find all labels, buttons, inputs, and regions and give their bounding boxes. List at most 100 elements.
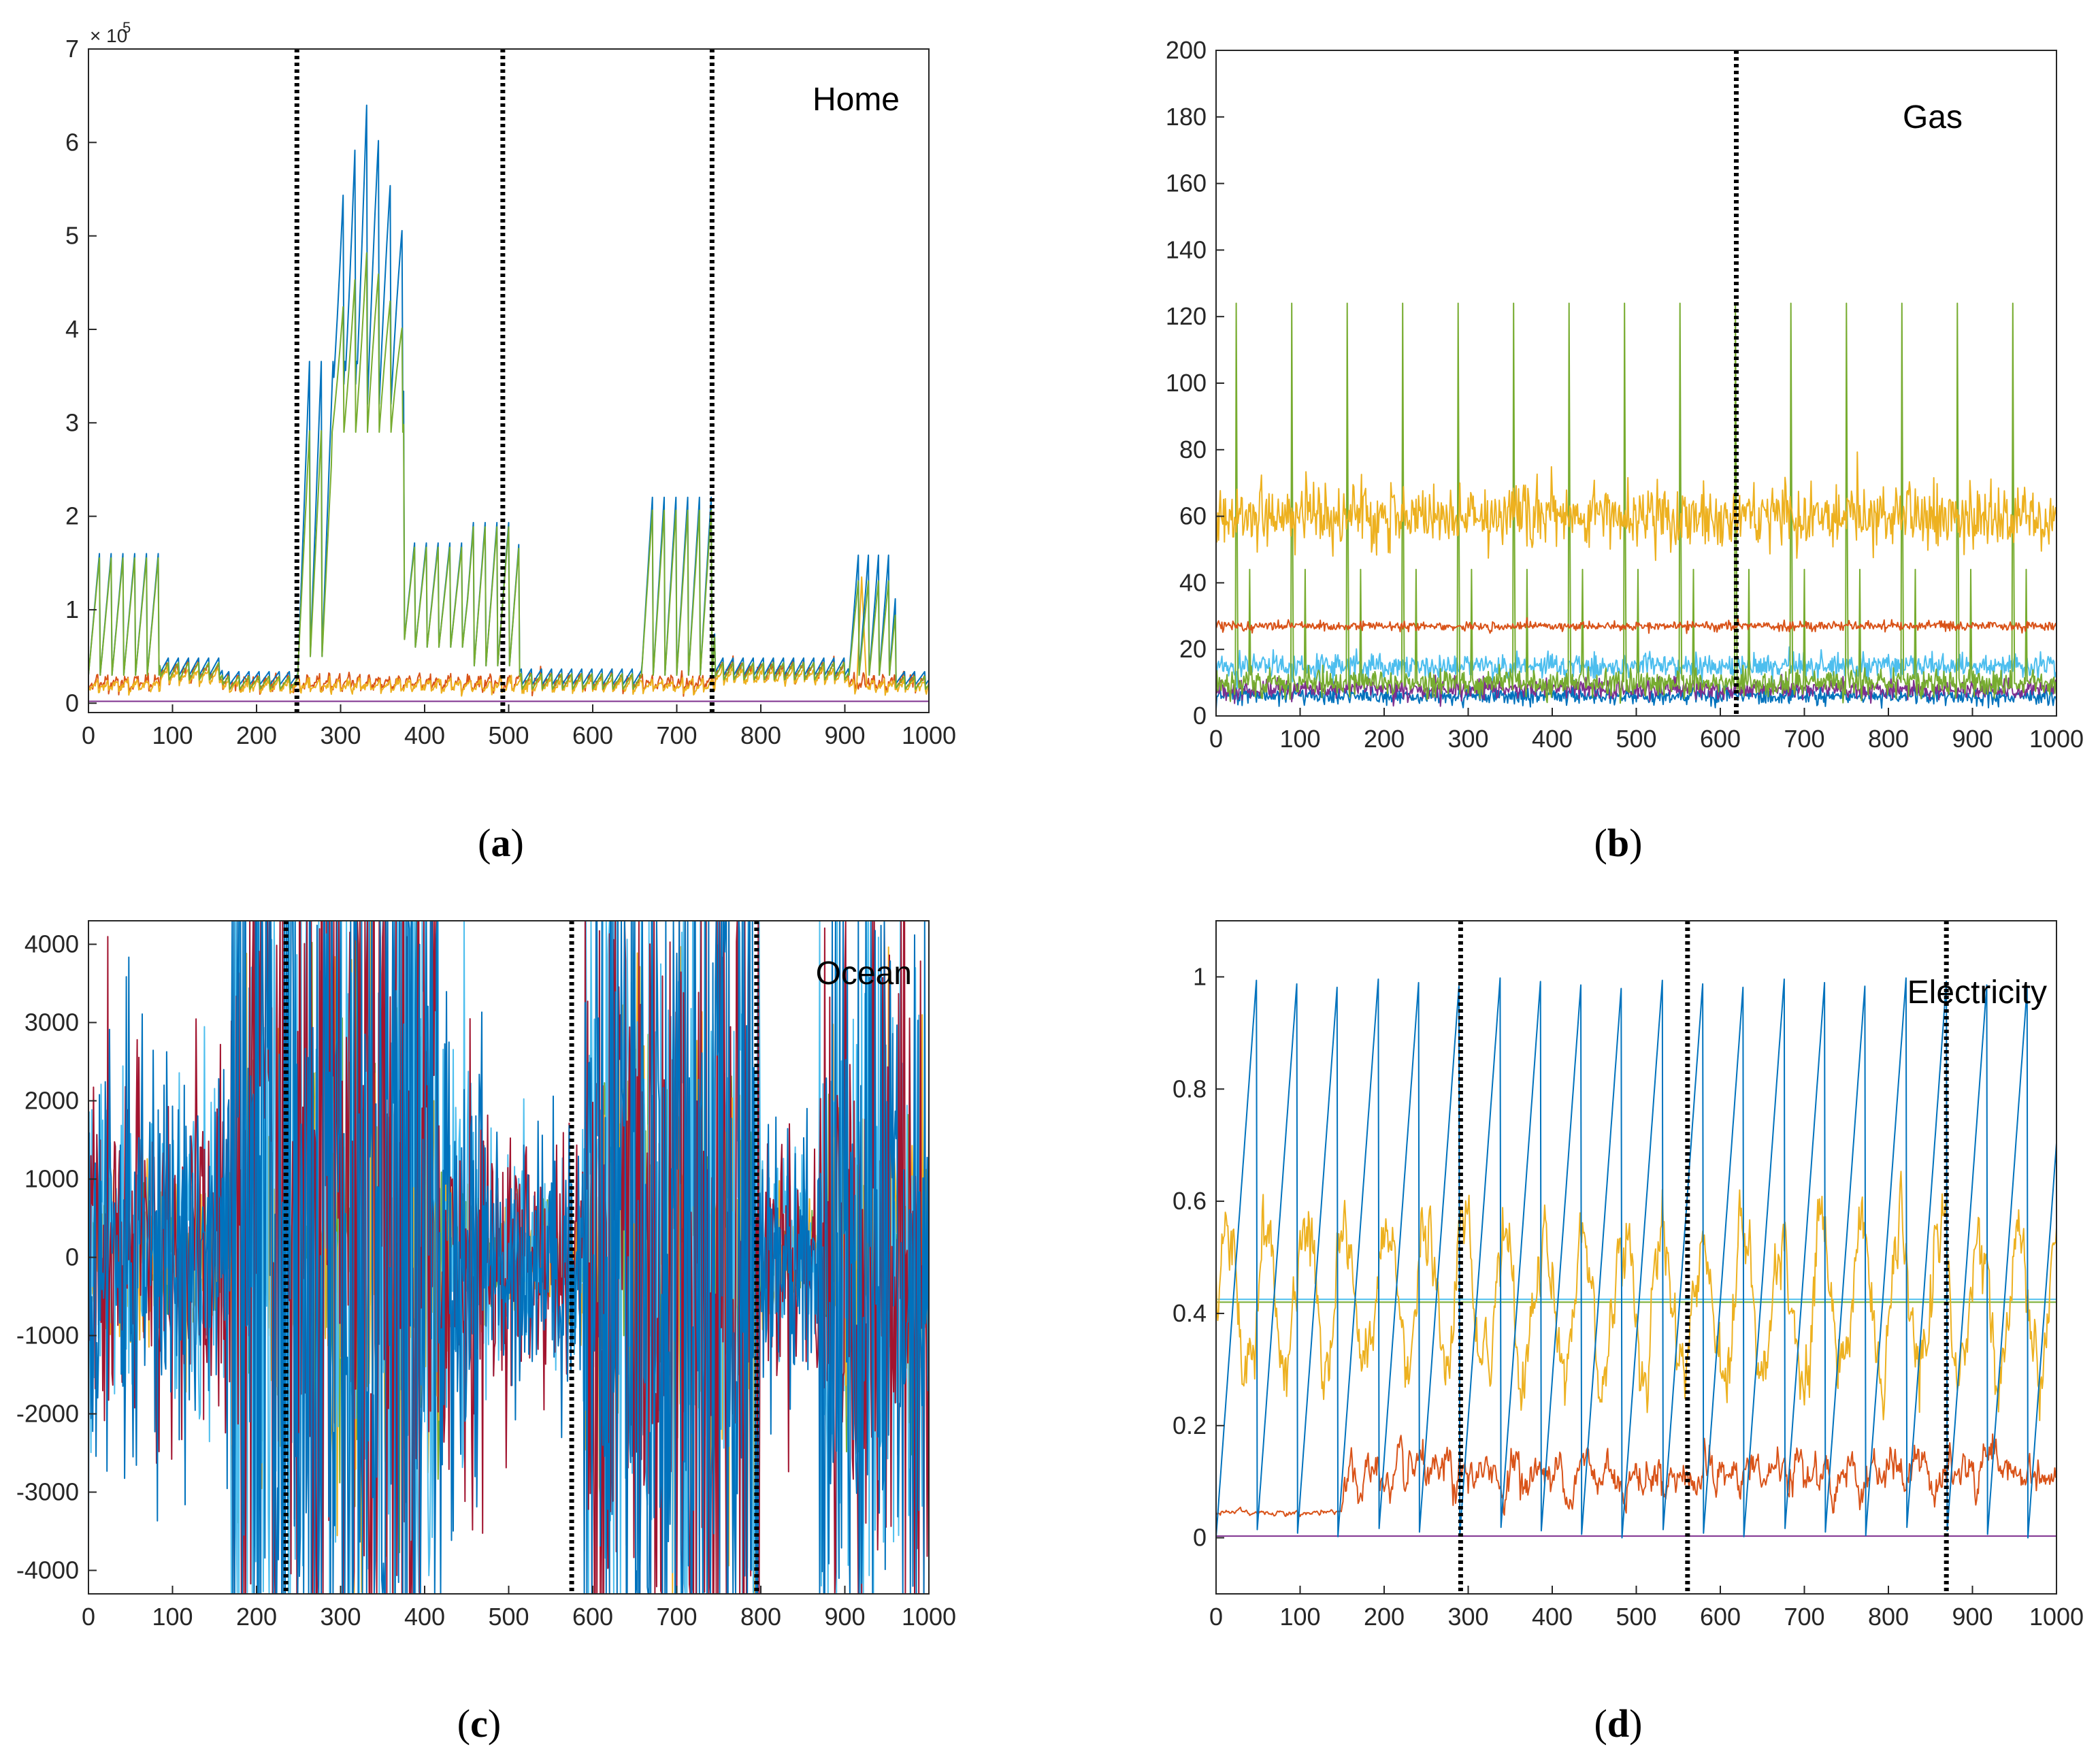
x-tick-label: 1000 <box>2029 725 2084 753</box>
y-tick-label: 0.2 <box>1173 1411 1207 1439</box>
y-tick-label: 0 <box>65 689 79 717</box>
x-tick-label: 0 <box>1209 725 1223 753</box>
panel-d-boundaries <box>1458 921 1949 1594</box>
panel-d-axes-box <box>1215 920 2057 1595</box>
panel-b-y-ticks: 0 20 40 60 80 100 120 140 160 180 200 <box>1166 36 1224 730</box>
x-tick-label: 300 <box>320 721 361 749</box>
x-tick-label: 500 <box>1616 1603 1656 1631</box>
y-tick-label: 200 <box>1166 36 1207 64</box>
x-tick-label: 600 <box>1700 1603 1741 1631</box>
panel-a-y-ticks: 0 1 2 3 4 5 6 7 <box>65 35 97 717</box>
x-tick-label: 900 <box>1952 725 1993 753</box>
y-tick-label: 160 <box>1166 169 1207 197</box>
panel-c-series <box>88 920 930 1595</box>
series-line-series-2 <box>88 252 930 690</box>
x-tick-label: 400 <box>1532 725 1573 753</box>
y-tick-label: -3000 <box>16 1478 79 1506</box>
y-tick-label: 0 <box>1193 702 1207 730</box>
panel-a-x-ticks: 0 100 200 300 400 500 600 700 800 900 1000 <box>82 704 956 749</box>
x-tick-label: 500 <box>488 1603 529 1631</box>
x-tick-label: 700 <box>656 1603 697 1631</box>
x-tick-label: 1000 <box>902 1603 956 1631</box>
svg-text:(c): (c) <box>457 1701 501 1746</box>
y-tick-label: 0.4 <box>1173 1299 1207 1327</box>
panel-d-x-ticks: 0 100 200 300 400 500 600 700 800 900 1000 <box>1209 1586 2084 1631</box>
series-line-series-3 <box>1215 617 2057 634</box>
series-line-series-1 <box>88 104 930 685</box>
panel-c-x-ticks: 0 100 200 300 400 500 600 700 800 900 1000 <box>82 1586 956 1631</box>
x-tick-label: 400 <box>404 721 445 749</box>
y-tick-label: -2000 <box>16 1400 79 1428</box>
panel-c-y-ticks: -4000 -3000 -2000 -1000 0 1000 2000 3000 4000 <box>16 930 97 1584</box>
y-tick-label: 3 <box>65 408 79 436</box>
y-tick-label: 1 <box>65 595 79 623</box>
panel-c-caption-letter: c <box>470 1701 488 1746</box>
y-tick-label: 4 <box>65 315 79 343</box>
y-tick-label: 2 <box>65 502 79 530</box>
x-tick-label: 0 <box>82 1603 95 1631</box>
x-tick-label: 100 <box>1279 725 1320 753</box>
x-tick-label: 800 <box>1868 1603 1909 1631</box>
x-tick-label: 800 <box>740 1603 781 1631</box>
x-tick-label: 0 <box>1209 1603 1223 1631</box>
panel-a-y-exponent-base: × 10 <box>90 25 127 46</box>
panel-d-y-ticks: 0 0.2 0.4 0.6 0.8 1 <box>1173 962 1224 1552</box>
series-line-series-1 <box>88 920 930 1595</box>
x-tick-label: 300 <box>320 1603 361 1631</box>
y-tick-label: 180 <box>1166 103 1207 131</box>
panel-c-ocean: 0 100 200 300 400 500 600 700 800 900 1000 -4000 -3… <box>16 920 956 1746</box>
y-tick-label: 140 <box>1166 235 1207 263</box>
y-tick-label: 1000 <box>24 1165 79 1193</box>
x-tick-label: 600 <box>572 1603 613 1631</box>
panel-b-series <box>1215 302 2057 710</box>
y-tick-label: 2000 <box>24 1087 79 1115</box>
x-tick-label: 300 <box>1447 725 1488 753</box>
series-line-series-5 <box>1215 679 2057 710</box>
y-tick-label: 120 <box>1166 302 1207 330</box>
panel-a-caption-letter: a <box>491 821 511 865</box>
svg-text:(d): (d) <box>1594 1701 1643 1746</box>
x-tick-label: 700 <box>656 721 697 749</box>
panel-b-gas: 0 100 200 300 400 500 600 700 800 900 1000 0 20 40 60… <box>1166 36 2084 865</box>
panel-b-x-ticks: 0 100 200 300 400 500 600 700 800 900 1000 <box>1209 708 2084 753</box>
panel-a-y-exponent-power: 5 <box>122 19 131 36</box>
x-tick-label: 800 <box>1868 725 1909 753</box>
x-tick-label: 900 <box>824 721 865 749</box>
panel-b-axes-box <box>1215 50 2057 717</box>
panel-b-caption: (b) <box>1594 821 1643 865</box>
panel-b-caption-letter: b <box>1607 821 1629 865</box>
x-tick-label: 900 <box>824 1603 865 1631</box>
y-tick-label: 0.8 <box>1173 1075 1207 1102</box>
y-tick-label: 6 <box>65 128 79 156</box>
panel-d-caption: (d) <box>1594 1701 1643 1746</box>
x-tick-label: 600 <box>572 721 613 749</box>
x-tick-label: 1000 <box>2029 1603 2084 1631</box>
x-tick-label: 100 <box>1279 1603 1320 1631</box>
series-line-series-3 <box>1215 1433 2057 1518</box>
y-tick-label: 0.6 <box>1173 1187 1207 1215</box>
y-tick-label: 0 <box>1193 1524 1207 1552</box>
svg-text:(b): (b) <box>1594 821 1643 865</box>
y-tick-label: 0 <box>65 1243 79 1271</box>
series-line-series-2 <box>1215 451 2057 561</box>
y-tick-label: 20 <box>1179 635 1207 663</box>
series-line-series-1 <box>1215 977 2057 1539</box>
panel-c-caption: (c) <box>457 1701 501 1746</box>
x-tick-label: 700 <box>1784 1603 1824 1631</box>
panel-a-boundaries <box>294 49 715 713</box>
x-tick-label: 800 <box>740 721 781 749</box>
x-tick-label: 1000 <box>902 721 956 749</box>
panel-d-title: Electricity <box>1907 975 2047 1011</box>
series-line-series-2 <box>1215 1171 2057 1422</box>
y-tick-label: 40 <box>1179 568 1207 596</box>
x-tick-label: 900 <box>1952 1603 1993 1631</box>
y-tick-label: 4000 <box>24 930 79 958</box>
x-tick-label: 400 <box>1532 1603 1573 1631</box>
y-tick-label: -1000 <box>16 1322 79 1350</box>
y-tick-label: -4000 <box>16 1556 79 1584</box>
y-tick-label: 7 <box>65 35 79 63</box>
y-tick-label: 100 <box>1166 369 1207 397</box>
x-tick-label: 700 <box>1784 725 1824 753</box>
panel-c-boundaries <box>283 921 759 1594</box>
